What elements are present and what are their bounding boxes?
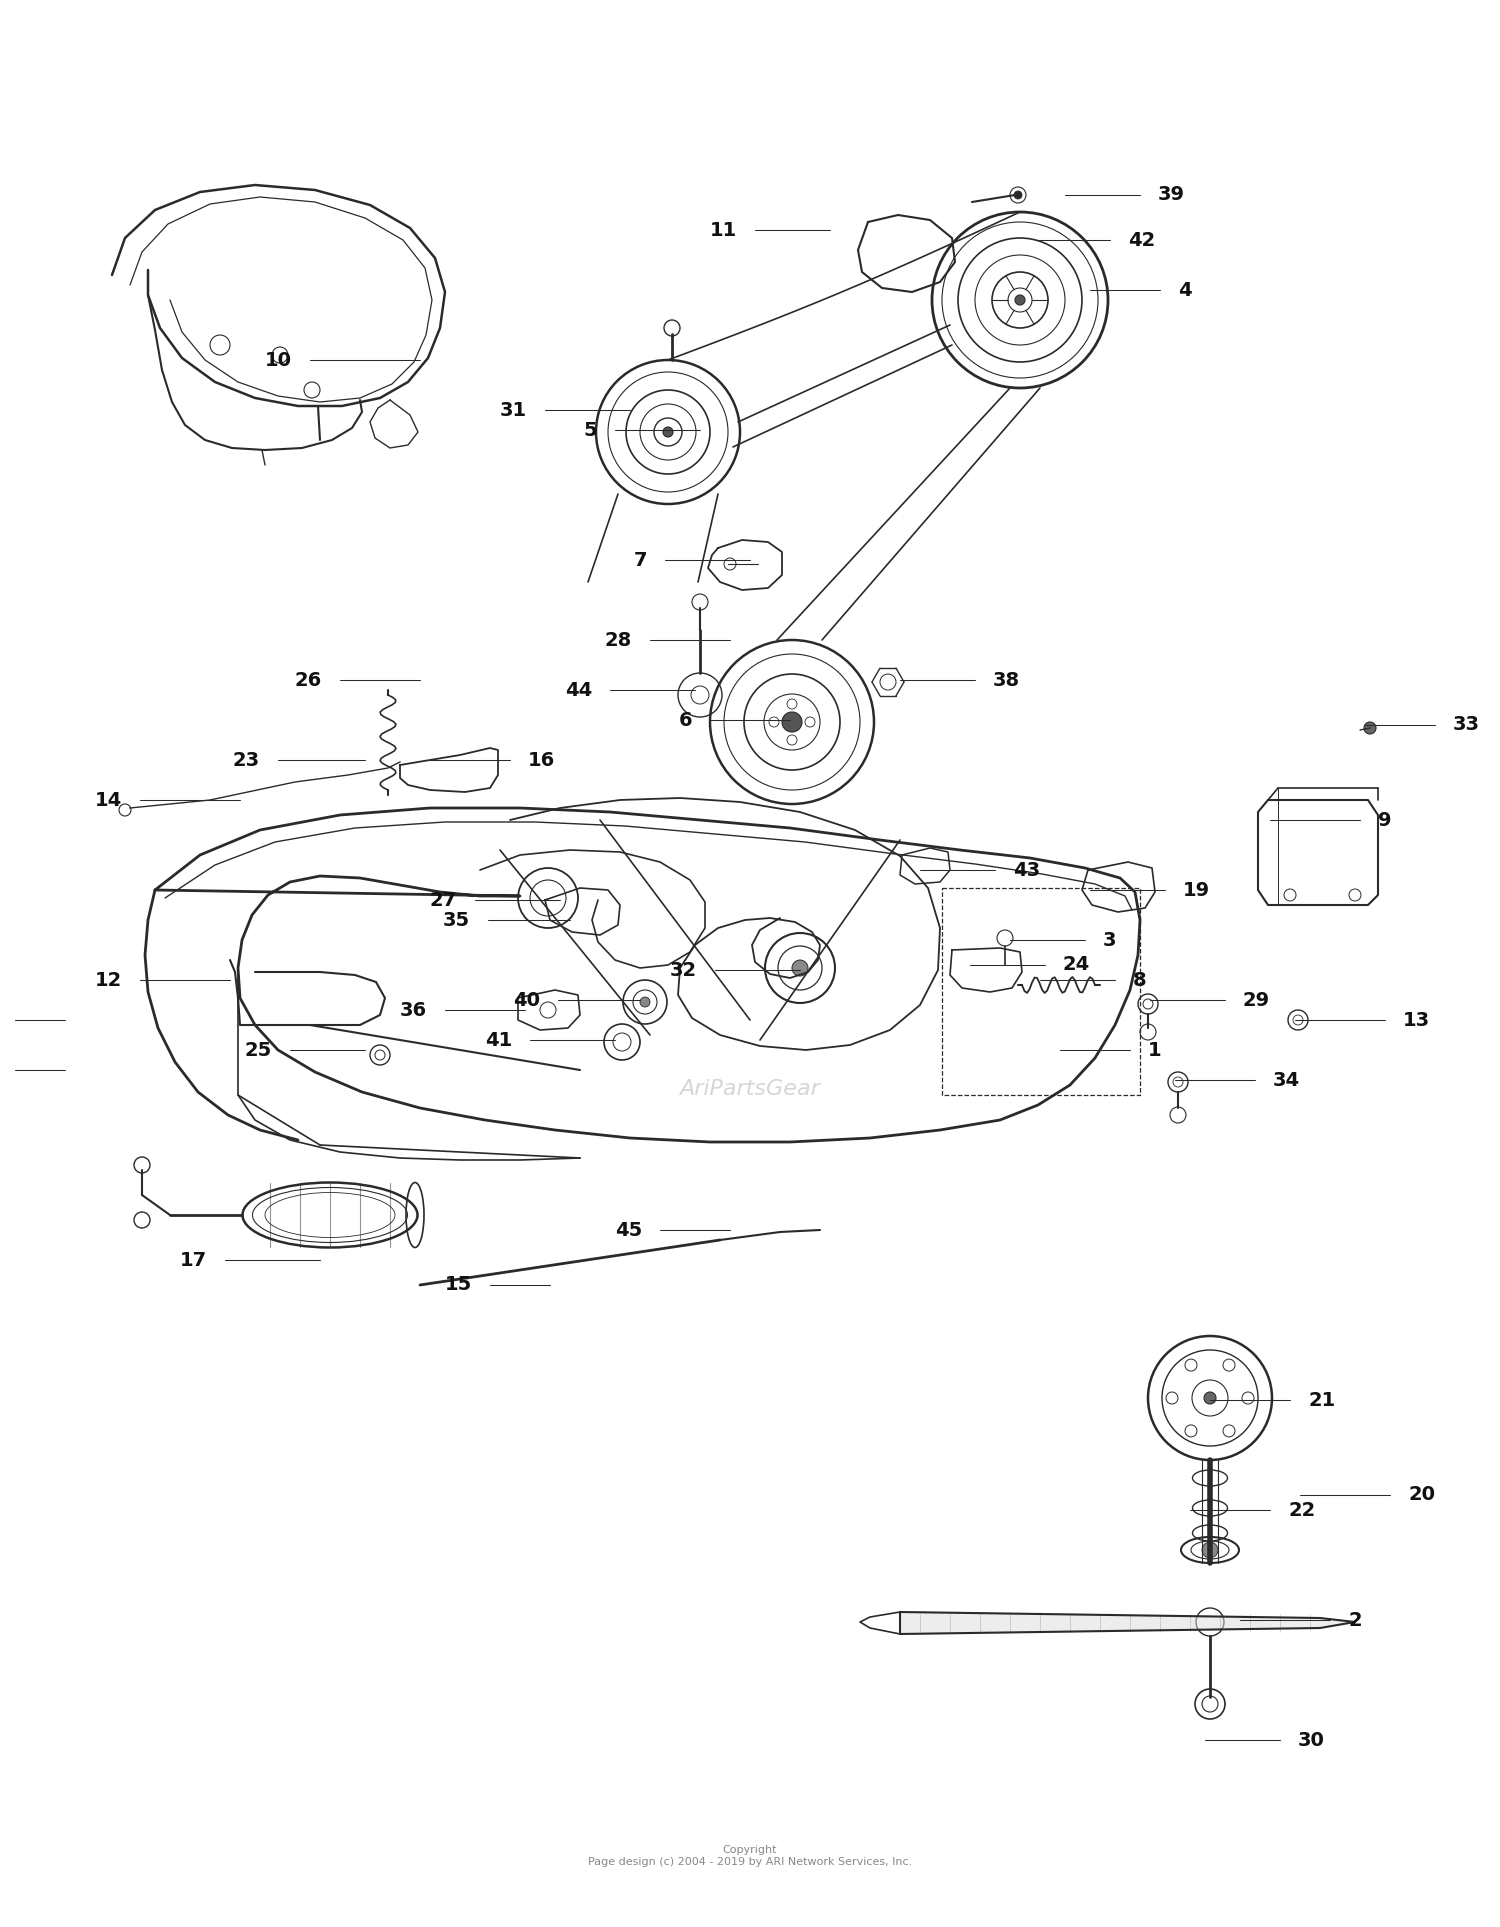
Text: 39: 39	[1158, 185, 1185, 204]
Text: 34: 34	[1274, 1071, 1300, 1089]
Circle shape	[1016, 295, 1025, 304]
Polygon shape	[900, 1613, 1354, 1634]
Text: 2: 2	[1348, 1611, 1362, 1630]
Text: 19: 19	[1184, 881, 1210, 900]
Text: 21: 21	[1308, 1391, 1335, 1409]
Text: 22: 22	[1288, 1501, 1316, 1520]
Text: 44: 44	[564, 680, 592, 700]
Circle shape	[792, 960, 808, 975]
Text: 32: 32	[670, 960, 698, 979]
Text: 26: 26	[294, 671, 322, 690]
Text: 11: 11	[710, 220, 736, 239]
Text: 43: 43	[1013, 861, 1040, 879]
Text: 10: 10	[266, 351, 292, 370]
Text: 25: 25	[244, 1041, 272, 1060]
Text: 8: 8	[1132, 971, 1146, 989]
Text: 7: 7	[633, 551, 646, 570]
Text: 12: 12	[94, 971, 122, 989]
Text: 9: 9	[1378, 811, 1392, 829]
Text: 4: 4	[1178, 281, 1191, 299]
Text: 16: 16	[528, 750, 555, 769]
Text: AriPartsGear: AriPartsGear	[680, 1079, 820, 1098]
Text: 20: 20	[1408, 1486, 1436, 1505]
Text: 3: 3	[1102, 931, 1116, 950]
Text: 23: 23	[232, 750, 260, 769]
Circle shape	[663, 428, 674, 437]
Text: 29: 29	[1244, 990, 1270, 1010]
Circle shape	[1364, 723, 1376, 734]
Circle shape	[640, 996, 650, 1008]
Text: 35: 35	[442, 910, 470, 929]
Text: 31: 31	[500, 401, 526, 420]
Text: 13: 13	[1402, 1010, 1429, 1029]
Text: 14: 14	[94, 790, 122, 809]
Text: 27: 27	[430, 890, 457, 910]
Text: 30: 30	[1298, 1730, 1324, 1750]
Text: 41: 41	[484, 1031, 512, 1050]
Text: 42: 42	[1128, 231, 1155, 249]
Text: 45: 45	[615, 1220, 642, 1239]
Text: 1: 1	[1148, 1041, 1161, 1060]
Circle shape	[1204, 1391, 1216, 1405]
Text: Copyright
Page design (c) 2004 - 2019 by ARI Network Services, Inc.: Copyright Page design (c) 2004 - 2019 by…	[588, 1844, 912, 1867]
Text: 28: 28	[604, 630, 631, 649]
Text: 6: 6	[678, 711, 692, 730]
Text: 24: 24	[1064, 956, 1090, 975]
Text: 15: 15	[444, 1276, 472, 1295]
Text: 33: 33	[1454, 715, 1480, 734]
Text: 5: 5	[584, 420, 597, 439]
Circle shape	[782, 711, 802, 732]
Circle shape	[1202, 1542, 1218, 1559]
Text: 40: 40	[513, 990, 540, 1010]
Text: 38: 38	[993, 671, 1020, 690]
Circle shape	[1014, 191, 1022, 198]
Text: 17: 17	[180, 1251, 207, 1270]
Text: 36: 36	[400, 1000, 427, 1019]
